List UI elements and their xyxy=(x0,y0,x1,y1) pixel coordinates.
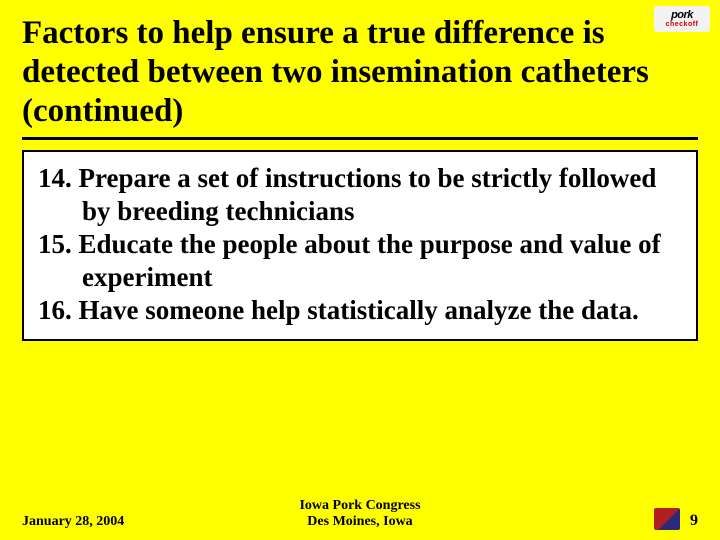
slide-footer: January 28, 2004 Iowa Pork Congress Des … xyxy=(0,498,720,530)
list-item: 16. Have someone help statistically anal… xyxy=(38,294,682,327)
page-number: 9 xyxy=(690,512,698,530)
footer-event-line2: Des Moines, Iowa xyxy=(182,514,538,530)
content-box: 14. Prepare a set of instructions to be … xyxy=(22,150,698,341)
footer-event-line1: Iowa Pork Congress xyxy=(182,498,538,514)
logo-text-1: pork xyxy=(671,10,693,21)
footer-date: January 28, 2004 xyxy=(22,514,182,530)
slide: pork checkoff Factors to help ensure a t… xyxy=(0,0,720,540)
state-logo-icon xyxy=(654,508,680,530)
list-item: 14. Prepare a set of instructions to be … xyxy=(38,162,682,228)
list-item: 15. Educate the people about the purpose… xyxy=(38,228,682,294)
footer-event: Iowa Pork Congress Des Moines, Iowa xyxy=(182,498,538,530)
footer-right: 9 xyxy=(538,508,698,530)
slide-title: Factors to help ensure a true difference… xyxy=(22,14,698,140)
pork-checkoff-logo: pork checkoff xyxy=(654,6,710,32)
logo-text-2: checkoff xyxy=(666,21,699,28)
